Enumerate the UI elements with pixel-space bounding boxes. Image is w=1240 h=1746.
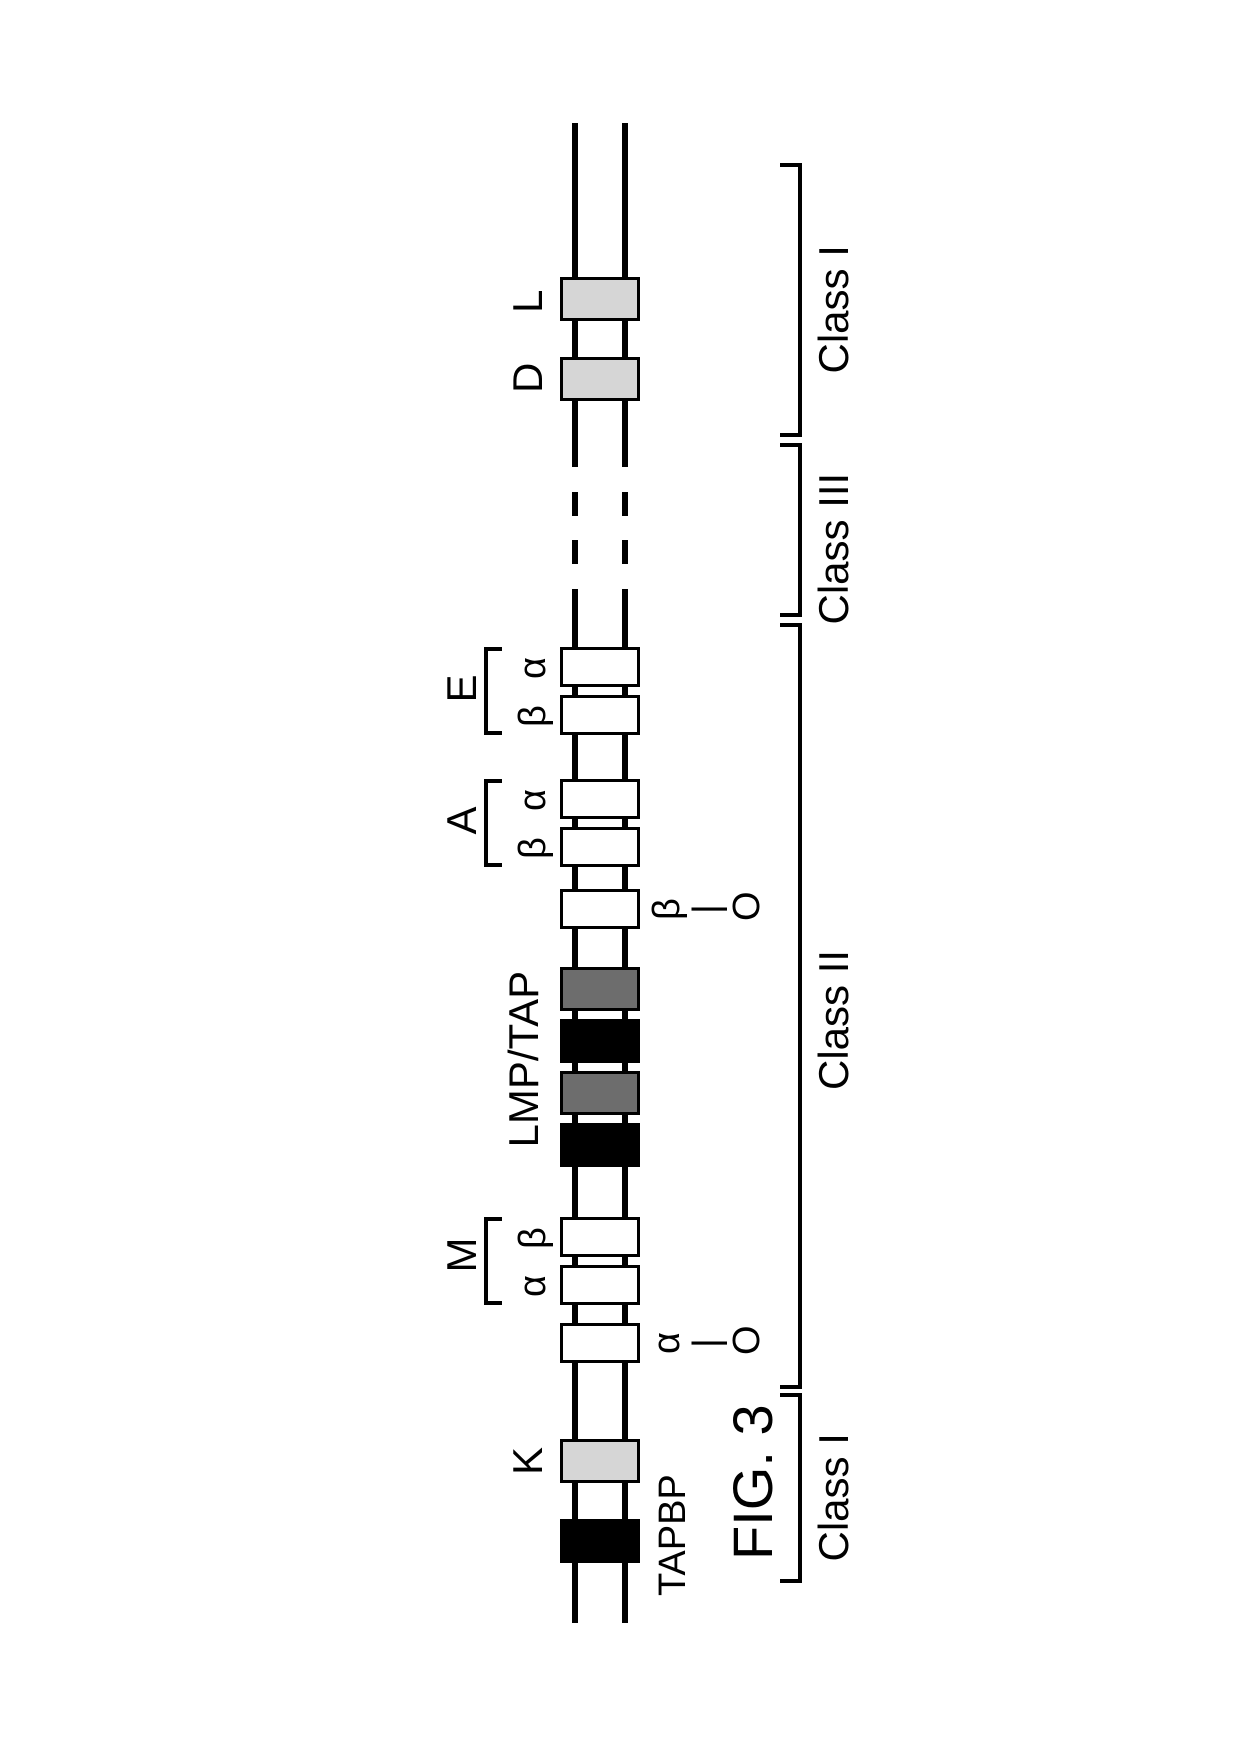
gene-label-d: D [504,363,552,393]
group-bracket-E [484,647,502,735]
group-label-LMP/TAP: LMP/TAP [500,971,548,1148]
dash [622,492,628,516]
gene-tap2 [560,967,640,1011]
gene-lmp2 [560,1019,640,1063]
dash [622,443,628,467]
dash [572,589,578,613]
dash [572,492,578,516]
gene-label-below-o-a-2: O [726,1331,769,1355]
group-bracket-A [484,779,502,867]
dash [572,443,578,467]
gene-sublabel-e-a: α [512,657,555,679]
gene-tapbp [560,1519,640,1563]
group-label-M: M [438,1238,486,1273]
rail-bottom [622,123,628,1623]
gene-k [560,1439,640,1483]
gene-label-below-o-a-1: | [686,1331,729,1355]
figure-caption: FIG. 3 [720,1404,785,1560]
class-bracket-3 [780,163,802,437]
gene-label-below-o-b-1: | [686,897,729,921]
rail-top [572,123,578,1623]
gene-l [560,277,640,321]
dash [622,589,628,613]
gene-m-b [560,1217,640,1257]
group-label-E: E [438,674,486,702]
gene-sublabel-e-b: β [512,705,555,727]
dash [572,540,578,564]
class-label-1: Class II [810,950,858,1090]
gene-o-b [560,889,640,929]
gene-sublabel-a-b: β [512,837,555,859]
class3-gap [560,443,640,613]
gene-label-below-o-a-0: α [646,1331,689,1355]
class-label-0: Class I [810,1433,858,1561]
diagram-stage: TAPBPKα|Oαββ|OβαβαDLMLMP/TAPAEClass ICla… [300,123,940,1623]
class-bracket-1 [780,623,802,1389]
gene-tap1 [560,1071,640,1115]
gene-lmp1 [560,1123,640,1167]
group-bracket-M [484,1217,502,1305]
group-label-A: A [438,806,486,834]
chromosome-track [560,123,640,1623]
gene-label-below-o-b-0: β [646,897,689,921]
class-label-3: Class I [810,245,858,373]
gene-label-below-o-b-2: O [726,897,769,921]
gene-a-a [560,779,640,819]
gene-label-k: K [504,1447,552,1475]
gene-d [560,357,640,401]
gene-sublabel-m-a: α [512,1275,555,1297]
gene-sublabel-m-b: β [512,1227,555,1249]
gene-label-below-tapbp: TAPBP [652,1474,695,1596]
gene-o-a [560,1323,640,1363]
gene-sublabel-a-a: α [512,789,555,811]
gene-m-a [560,1265,640,1305]
class-bracket-2 [780,443,802,617]
dash [622,540,628,564]
gene-e-b [560,695,640,735]
gene-a-b [560,827,640,867]
gene-label-l: L [504,290,552,313]
class-label-2: Class III [810,473,858,625]
gene-e-a [560,647,640,687]
